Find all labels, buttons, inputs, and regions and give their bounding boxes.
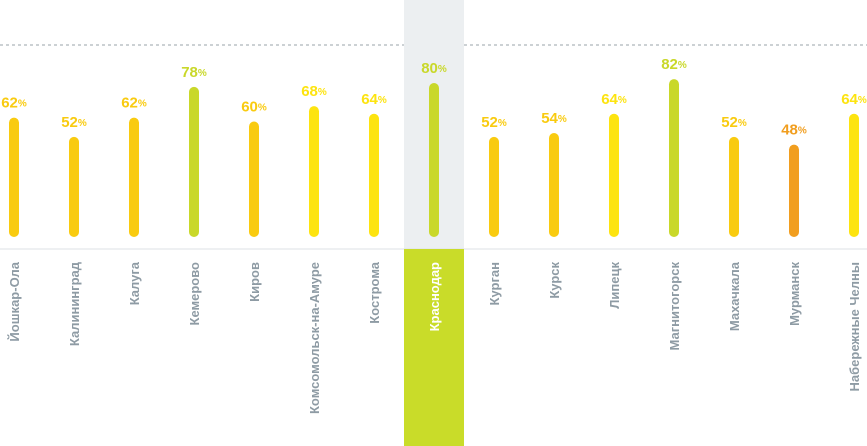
category-label-4: Кемерово	[187, 262, 202, 326]
category-label-14: Мурманск	[787, 262, 802, 326]
bar-9	[489, 136, 499, 237]
value-label-5: 60%	[241, 99, 267, 116]
value-label-3: 62%	[121, 95, 147, 112]
value-label-12: 82%	[661, 56, 687, 73]
bar-5	[249, 121, 259, 237]
bar-13	[729, 136, 739, 237]
category-label-13: Махачкала	[727, 261, 742, 331]
value-label-4: 78%	[181, 64, 207, 81]
category-label-5: Киров	[247, 262, 262, 302]
category-label-2: Калининград	[67, 261, 82, 346]
bar-3	[129, 117, 139, 237]
category-label-10: Курск	[547, 262, 562, 299]
value-label-2: 52%	[61, 114, 87, 131]
value-label-6: 68%	[301, 83, 327, 100]
category-label-1: Йошкар-Ола	[7, 261, 22, 341]
category-label-7: Кострома	[367, 261, 382, 323]
category-label-9: Курган	[487, 262, 502, 305]
value-label-10: 54%	[541, 110, 567, 127]
value-label-7: 64%	[361, 91, 387, 108]
category-label-6: Комсомольск-на-Амуре	[307, 262, 322, 414]
value-label-1: 62%	[1, 95, 27, 112]
bar-7	[369, 113, 379, 237]
category-label-11: Липецк	[607, 262, 622, 309]
category-label-8: Краснодар	[427, 262, 442, 331]
bar-10	[549, 133, 559, 237]
bar-12	[669, 79, 679, 238]
bar-2	[69, 136, 79, 237]
value-label-14: 48%	[781, 122, 807, 139]
category-label-15: Набережные Челны	[847, 262, 862, 391]
bar-4	[189, 86, 199, 237]
value-label-11: 64%	[601, 91, 627, 108]
category-label-12: Магнитогорск	[667, 262, 682, 351]
value-label-9: 52%	[481, 114, 507, 131]
category-label-3: Калуга	[127, 261, 142, 305]
bar-14	[789, 144, 799, 237]
value-label-8: 80%	[421, 60, 447, 77]
bar-15	[849, 113, 859, 237]
bar-6	[309, 106, 319, 237]
bar-1	[9, 117, 19, 237]
bar-8	[429, 83, 439, 237]
value-label-15: 64%	[841, 91, 867, 108]
bar-11	[609, 113, 619, 237]
highlight-label-block	[404, 249, 464, 446]
value-label-13: 52%	[721, 114, 747, 131]
